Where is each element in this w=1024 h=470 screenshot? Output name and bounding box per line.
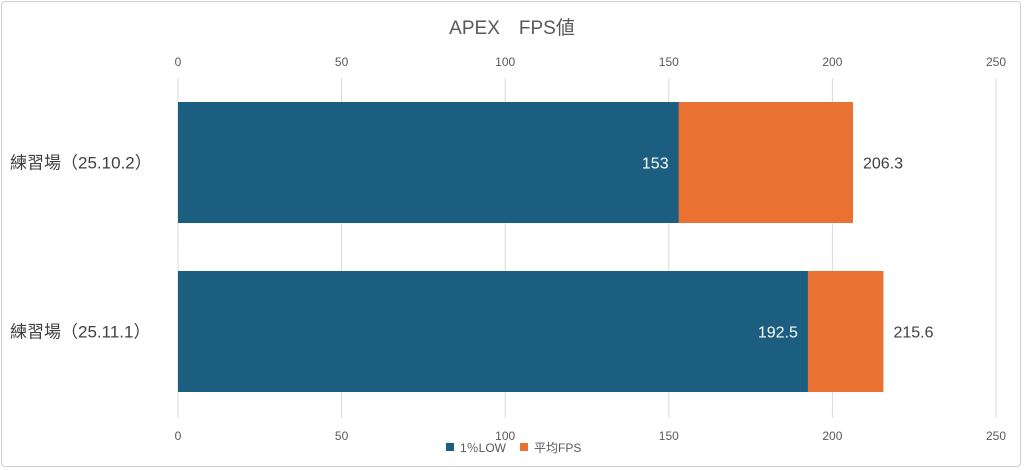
category-label: 練習場（25.11.1） xyxy=(10,323,150,342)
legend-label: 1％LOW xyxy=(460,441,507,455)
x-tick-label-bottom: 100 xyxy=(495,429,515,443)
x-tick-label-bottom: 150 xyxy=(659,429,679,443)
x-tick-label-bottom: 250 xyxy=(986,429,1006,443)
x-tick-label-top: 200 xyxy=(822,55,842,69)
legend-swatch xyxy=(520,443,529,451)
x-tick-label-top: 250 xyxy=(986,55,1006,69)
x-tick-label-top: 50 xyxy=(335,55,349,69)
x-tick-label-top: 100 xyxy=(495,55,515,69)
data-label-average-fps: 215.6 xyxy=(893,325,933,342)
x-tick-label-bottom: 200 xyxy=(822,429,842,443)
x-tick-label-bottom: 50 xyxy=(335,429,349,443)
data-label-1pct-low: 192.5 xyxy=(758,325,798,342)
x-tick-label-top: 150 xyxy=(659,55,679,69)
x-tick-label-top: 0 xyxy=(175,55,182,69)
bar-1pct-low xyxy=(178,271,808,392)
data-label-1pct-low: 153 xyxy=(642,156,669,173)
chart-title: APEX FPS値 xyxy=(449,17,575,39)
legend-swatch xyxy=(446,443,454,451)
data-label-average-fps: 206.3 xyxy=(863,156,903,173)
legend-label: 平均FPS xyxy=(534,441,581,455)
bar-1pct-low xyxy=(178,102,679,223)
x-tick-label-bottom: 0 xyxy=(175,429,182,443)
category-label: 練習場（25.10.2） xyxy=(10,154,152,173)
